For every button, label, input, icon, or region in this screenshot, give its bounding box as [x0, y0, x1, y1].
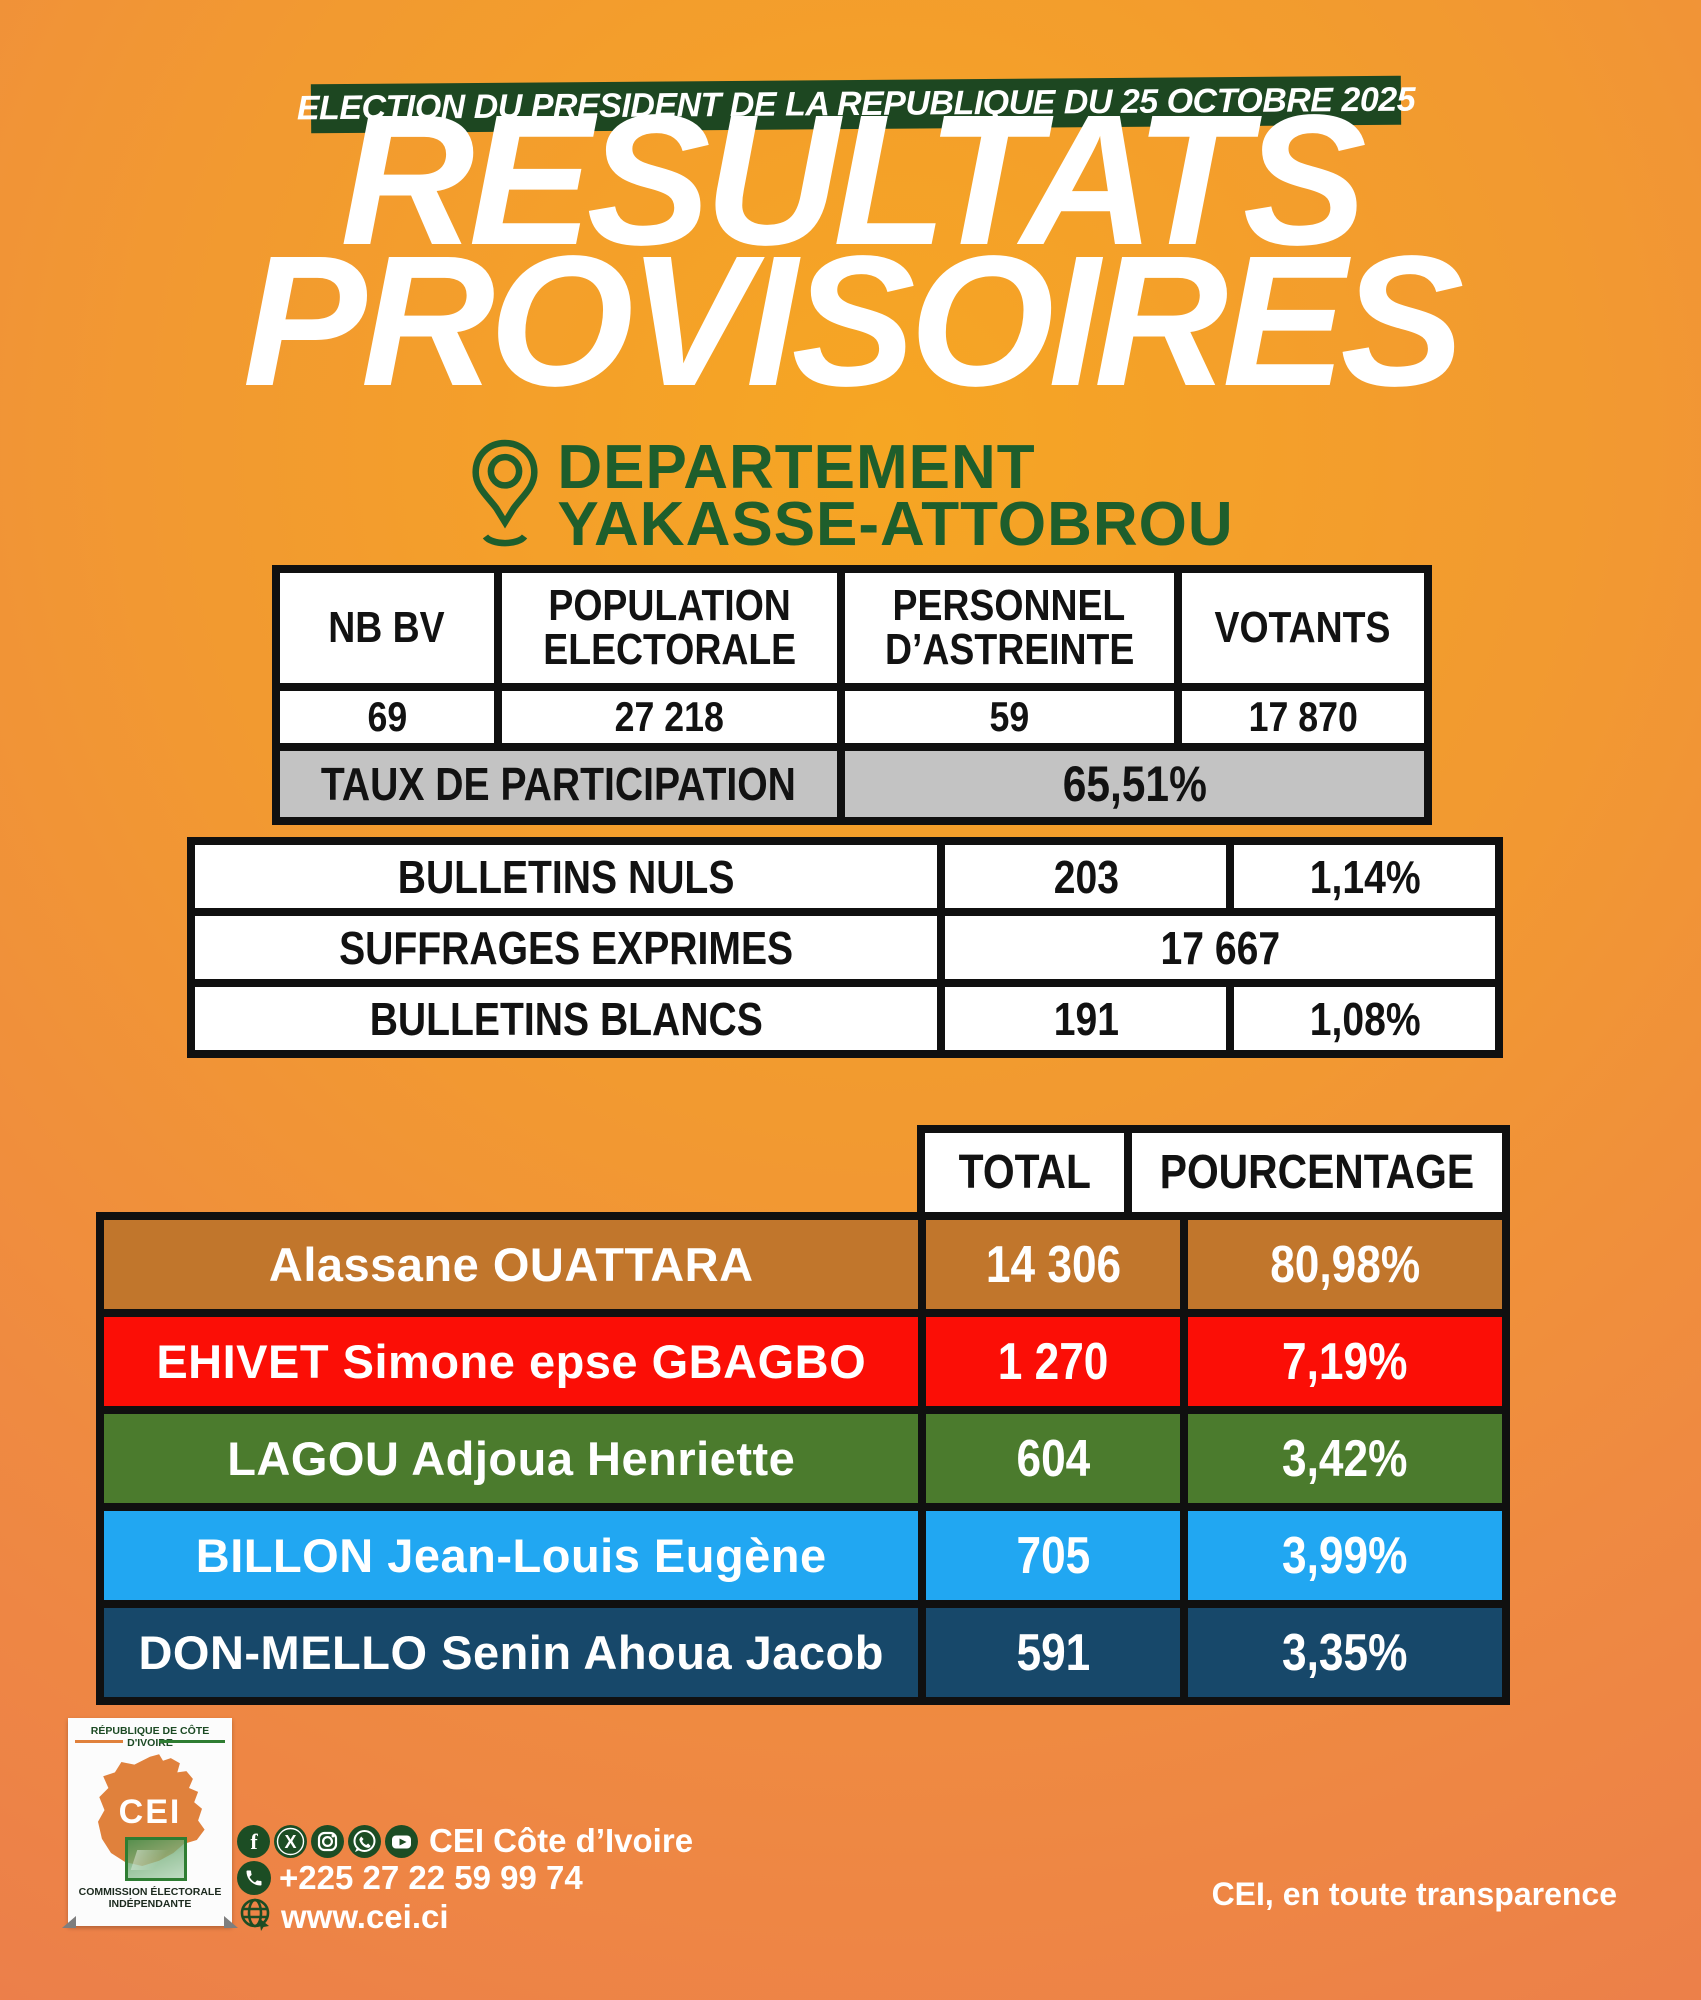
ballot-box-icon [125, 1837, 187, 1881]
suffrages-value: 17 667 [945, 916, 1495, 979]
whatsapp-icon [348, 1824, 381, 1858]
facebook-icon: f [237, 1824, 270, 1858]
candidate-name: Alassane OUATTARA [104, 1220, 919, 1309]
department-header: DEPARTEMENT YAKASSE-ATTOBROU [0, 436, 1701, 555]
stats-header-population: POPULATION ELECTORALE [501, 573, 837, 683]
ballots-blancs-value: 191 [945, 987, 1227, 1050]
page-curl-left [62, 1916, 76, 1928]
page-title-line1: RESULTATS [340, 77, 1367, 284]
candidate-total: 604 [926, 1414, 1181, 1503]
candidate-name: BILLON Jean-Louis Eugène [104, 1511, 919, 1600]
stats-table: NB BV POPULATION ELECTORALE PERSONNEL D’AS… [272, 565, 1432, 825]
logo-org-name: COMMISSION ÉLECTORALE INDÉPENDANTE [78, 1886, 222, 1910]
cote-divoire-map: CEI [85, 1745, 215, 1883]
cei-logo: RÉPUBLIQUE DE CÔTE D'IVOIRE CEI COMMISSI… [62, 1718, 238, 1928]
results-table: Alassane OUATTARA 14 306 80,98% EHIVET S… [96, 1212, 1510, 1705]
stats-value-population: 27 218 [501, 691, 837, 743]
svg-text:X: X [284, 1832, 296, 1852]
candidate-pct: 3,42% [1188, 1414, 1502, 1503]
ballots-nuls-label: BULLETINS NULS [195, 845, 938, 908]
stats-value-personnel: 59 [844, 691, 1174, 743]
phone-icon [237, 1861, 271, 1895]
candidate-total: 1 270 [926, 1317, 1181, 1406]
phone-row: +225 27 22 59 99 74 [237, 1859, 583, 1897]
page-title: RESULTATS PROVISOIRES [0, 77, 1701, 425]
candidate-pct: 3,35% [1188, 1608, 1502, 1697]
candidate-name: EHIVET Simone epse GBAGBO [104, 1317, 919, 1406]
location-pin-icon [467, 436, 543, 555]
department-title: DEPARTEMENT YAKASSE-ATTOBROU [557, 432, 1234, 559]
ballots-blancs-pct: 1,08% [1234, 987, 1495, 1050]
stats-header-personnel: PERSONNEL D’ASTREINTE [844, 573, 1174, 683]
website-url: www.cei.ci [281, 1897, 449, 1935]
candidate-pct: 7,19% [1188, 1317, 1502, 1406]
candidate-pct: 80,98% [1188, 1220, 1502, 1309]
department-label: DEPARTEMENT [557, 432, 1036, 502]
results-header-total: TOTAL [925, 1133, 1125, 1212]
page-curl-right [224, 1916, 238, 1928]
candidate-total: 14 306 [926, 1220, 1181, 1309]
website-row: www.cei.ci [237, 1896, 449, 1937]
candidate-total: 705 [926, 1511, 1181, 1600]
ballots-blancs-label: BULLETINS BLANCS [195, 987, 938, 1050]
results-header-pourcentage: POURCENTAGE [1132, 1133, 1502, 1212]
candidate-total: 591 [926, 1608, 1181, 1697]
youtube-icon [385, 1824, 418, 1858]
logo-acronym: CEI [118, 1793, 182, 1831]
page-title-line2: PROVISOIRES [242, 218, 1465, 425]
globe-icon [237, 1896, 273, 1937]
logo-divider [75, 1740, 225, 1743]
stats-header-votants: VOTANTS [1181, 573, 1424, 683]
instagram-icon [311, 1824, 344, 1858]
stats-value-nbbv: 69 [280, 691, 494, 743]
candidate-pct: 3,99% [1188, 1511, 1502, 1600]
social-row: f X CEI Côte d’Ivoire [237, 1822, 693, 1860]
results-header: TOTAL POURCENTAGE [917, 1125, 1510, 1220]
phone-number: +225 27 22 59 99 74 [279, 1859, 583, 1896]
svg-text:f: f [250, 1829, 258, 1854]
social-handle: CEI Côte d’Ivoire [429, 1822, 694, 1859]
tagline: CEI, en toute transparence [1211, 1876, 1617, 1912]
participation-value: 65,51% [844, 751, 1424, 817]
candidate-name: DON-MELLO Senin Ahoua Jacob [104, 1608, 919, 1697]
candidate-name: LAGOU Adjoua Henriette [104, 1414, 919, 1503]
stats-value-votants: 17 870 [1181, 691, 1424, 743]
suffrages-label: SUFFRAGES EXPRIMES [195, 916, 938, 979]
ballots-nuls-value: 203 [945, 845, 1227, 908]
participation-label: TAUX DE PARTICIPATION [280, 751, 837, 817]
stats-header-nbbv: NB BV [280, 573, 494, 683]
x-icon: X [274, 1824, 307, 1858]
ballots-nuls-pct: 1,14% [1234, 845, 1495, 908]
department-name: YAKASSE-ATTOBROU [557, 489, 1234, 559]
ballots-table: BULLETINS NULS 203 1,14% SUFFRAGES EXPRI… [187, 837, 1503, 1058]
